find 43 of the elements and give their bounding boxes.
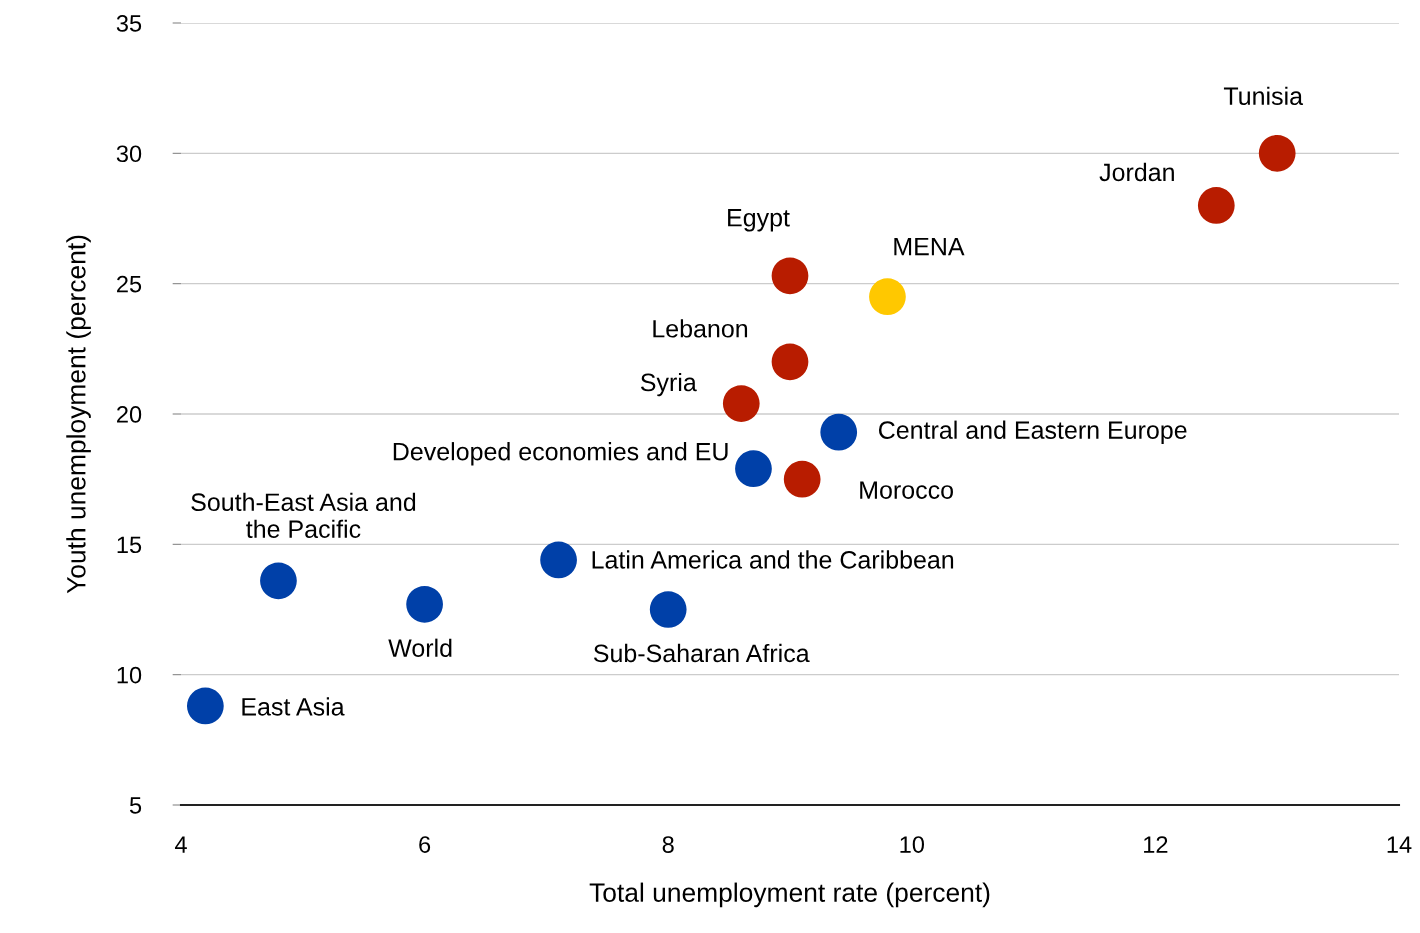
point (820, 413, 858, 451)
y-tick-label: 25 (117, 275, 142, 293)
annotation: MENA (894, 237, 965, 256)
point (771, 343, 809, 381)
annotation: South-East Asia and the Pacific (191, 492, 416, 538)
x-tick-label: 8 (662, 836, 674, 853)
point (186, 687, 224, 725)
annotation: Lebanon (653, 319, 748, 338)
annotation: Tunisia (1223, 86, 1304, 106)
y-tick-label: 10 (117, 666, 142, 684)
y-tick-label: 15 (117, 536, 142, 554)
annotation: Sub-Saharan Africa (593, 643, 810, 663)
point (735, 450, 772, 488)
x-axis-title: Total unemployment rate (percent) (589, 882, 990, 908)
point (540, 541, 577, 579)
point (722, 385, 760, 422)
annotation: East Asia (242, 697, 345, 716)
annotation: Syria (640, 372, 697, 397)
point (771, 257, 809, 295)
annotation: Morocco (860, 481, 953, 499)
y-tick-label: 30 (116, 145, 142, 163)
point (1258, 134, 1296, 172)
annotation: Jordan (1099, 162, 1174, 182)
point (406, 585, 443, 623)
point (649, 591, 687, 628)
annotation: Egypt (728, 209, 790, 232)
point (869, 278, 906, 316)
x-tick-label: 12 (1144, 836, 1168, 853)
point (260, 562, 297, 600)
y-axis-title: Youth unemployment (percent) (66, 235, 91, 594)
annotation: Developed economies and EU (393, 442, 728, 466)
y-tick-label: 5 (129, 797, 142, 814)
annotation: Latin America and the Caribbean (592, 550, 954, 569)
annotation: Central and Eastern Europe (878, 420, 1187, 444)
x-tick-label: 10 (900, 836, 925, 853)
y-tick-label: 20 (117, 406, 142, 423)
point (783, 460, 821, 498)
x-tick-label: 14 (1387, 836, 1412, 853)
annotation: World (388, 638, 452, 657)
x-tick-label: 6 (419, 836, 431, 853)
point (1197, 187, 1235, 224)
x-tick-label: 4 (174, 836, 187, 853)
y-tick-label: 35 (116, 15, 142, 32)
